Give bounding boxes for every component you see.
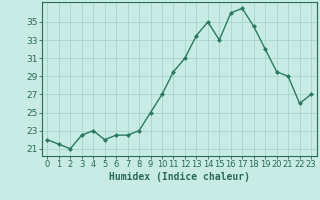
X-axis label: Humidex (Indice chaleur): Humidex (Indice chaleur) (109, 172, 250, 182)
